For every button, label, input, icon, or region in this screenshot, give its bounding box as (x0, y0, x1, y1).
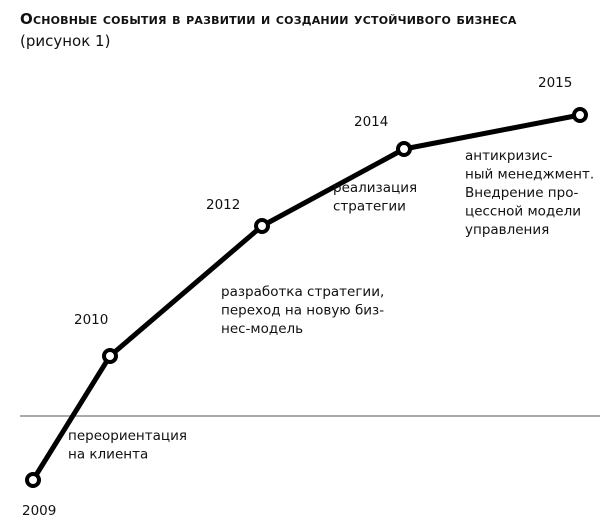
year-label: 2014 (354, 114, 388, 130)
title: Основные события в развитии и создании у… (20, 10, 517, 28)
event-description: переориентация (68, 428, 187, 444)
event-description: антикризис- (465, 148, 553, 164)
event-description: стратегии (333, 199, 406, 215)
event-description: цессной модели (465, 204, 581, 220)
event-description: переход на новую биз- (221, 303, 384, 319)
event-description: Внедрение про- (465, 185, 578, 201)
node (25, 472, 41, 488)
year-label: 2015 (538, 75, 572, 91)
node (572, 107, 588, 123)
event-description: на клиента (68, 447, 148, 463)
year-label: 2012 (206, 197, 240, 213)
event-description: разработка стратегии, (221, 284, 384, 300)
year-label: 2010 (74, 312, 108, 328)
node (254, 218, 270, 234)
subtitle: (рисунок 1) (20, 32, 111, 50)
event-description: управления (465, 222, 549, 238)
event-description: ный менеджмент. (465, 167, 594, 183)
event-description: реализация (333, 180, 417, 196)
title-block: Основные события в развитии и создании у… (20, 8, 560, 52)
year-label: 2009 (22, 503, 56, 519)
node (102, 348, 118, 364)
node (396, 141, 412, 157)
event-description: нес-модель (221, 321, 303, 337)
